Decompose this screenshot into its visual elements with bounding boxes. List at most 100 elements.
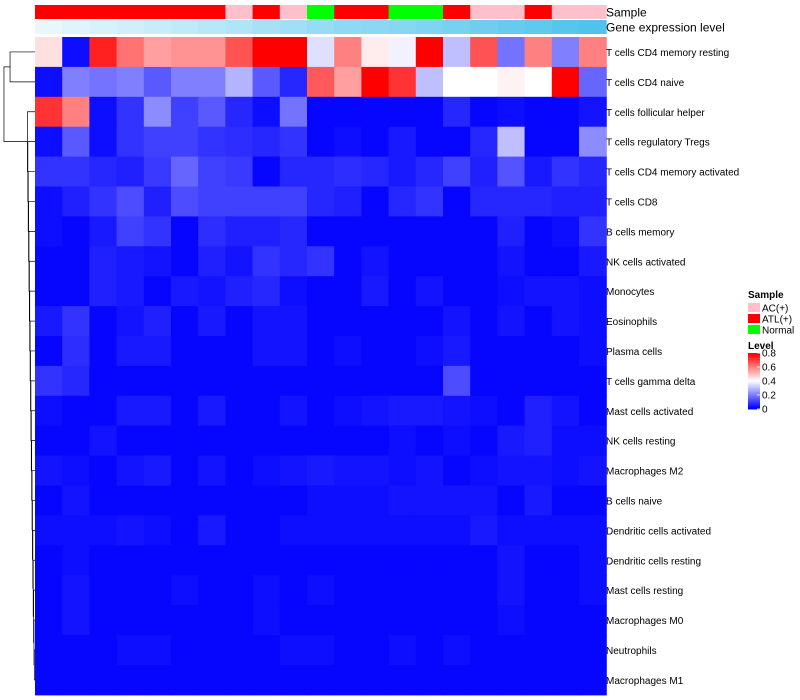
heatmap-cell-b-cells-naive-col-1 [35,485,63,516]
row-labels: T cells CD4 memory resting T cells CD4 na… [606,48,739,687]
heatmap-cell-monocytes-col-12 [334,276,362,307]
heatmap-cell-t-cells-follicular-helper-col-17 [470,96,498,128]
heatmap-cell-t-cells-cd4-naive-col-17 [470,66,498,98]
heatmap-cell-b-cells-naive-col-6 [171,485,199,516]
heatmap-cell-b-cells-memory-col-4 [116,216,145,247]
heatmap-cell-t-cells-cd4-memory-resting-col-4 [116,37,145,68]
expression-annotation-cell-11 [307,20,335,34]
heatmap-cell-dendritic-cells-activated-col-3 [89,515,118,546]
heatmap-cell-b-cells-naive-col-2 [62,485,90,516]
heatmap-cell-b-cells-memory-col-18 [497,216,526,247]
heatmap-cell-t-cells-cd4-memory-resting-col-13 [361,37,390,68]
heatmap-cell-macrophages-m1-col-8 [225,664,254,696]
legend-colorbar-segment [748,354,760,357]
heatmap-cell-eosinophils-col-9 [252,306,281,337]
heatmap-cell-t-cells-cd4-memory-resting-col-19 [524,37,553,68]
heatmap-cell-b-cells-memory-col-2 [62,216,90,247]
legend-colorbar-segment [748,365,760,368]
heatmap-cell-t-cells-cd4-memory-resting-col-2 [62,37,90,68]
heatmap-cell-dendritic-cells-resting-col-20 [551,545,580,576]
heatmap-cell-dendritic-cells-resting-col-5 [143,545,172,576]
heatmap-cell-mast-cells-resting-col-14 [388,575,417,606]
heatmap-cell-macrophages-m2-col-17 [470,455,498,487]
heatmap-cell-t-cells-regulatory-tregs-col-19 [524,126,553,158]
heatmap-cell-t-cells-cd4-naive-col-10 [279,66,308,98]
row-label-eosinophils: Eosinophils [606,317,657,328]
heatmap-cell-plasma-cells-col-17 [470,336,498,367]
heatmap-cell-monocytes-col-18 [497,276,526,307]
legend-colorbar-segment [748,385,760,388]
row-label-t-cells-cd4-memory-resting: T cells CD4 memory resting [606,48,729,59]
expression-annotation-cell-13 [361,20,390,34]
legend-colorbar-segment [748,376,760,379]
heatmap-cell-t-cells-regulatory-tregs-col-18 [497,126,526,158]
sample-annotation-cell-4 [116,5,145,19]
heatmap-cell-macrophages-m0-col-13 [361,605,390,636]
heatmap-cell-t-cells-cd4-memory-resting-col-15 [415,37,444,68]
legend-label-normal: Normal [762,326,794,337]
legend-colorbar-segment [748,395,760,397]
heatmap-cell-nk-cells-resting-col-11 [307,425,335,457]
heatmap-cell-dendritic-cells-resting-col-14 [388,545,417,576]
heatmap-cell-t-cells-cd4-memory-activated-col-5 [143,156,172,188]
heatmap-cell-t-cells-regulatory-tregs-col-9 [252,126,281,158]
heatmap-cell-dendritic-cells-activated-col-1 [35,515,63,546]
heatmap-cell-t-cells-cd8-col-20 [551,186,580,217]
heatmap-cell-nk-cells-activated-col-1 [35,246,63,277]
heatmap-cell-nk-cells-activated-col-20 [551,246,580,277]
heatmap-cell-plasma-cells-col-15 [415,336,444,367]
heatmap-cell-plasma-cells-col-20 [551,336,580,367]
heatmap-cell-eosinophils-col-2 [62,306,90,337]
heatmap-cell-t-cells-gamma-delta-col-1 [35,365,63,397]
heatmap-cell-t-cells-cd8-col-6 [171,186,199,217]
heatmap-cell-t-cells-cd4-memory-activated-col-8 [225,156,254,188]
heatmap-cell-t-cells-cd4-naive-col-7 [198,66,226,98]
heatmap-cell-mast-cells-resting-col-19 [524,575,553,606]
heatmap-cell-t-cells-follicular-helper-col-14 [388,96,417,128]
heatmap-cell-t-cells-regulatory-tregs-col-8 [225,126,254,158]
row-label-mast-cells-activated: Mast cells activated [606,407,693,418]
heatmap-cell-b-cells-naive-col-7 [198,485,226,516]
heatmap-cell-mast-cells-activated-col-16 [443,395,471,427]
heatmap-cell-b-cells-naive-col-21 [579,485,607,516]
sample-annotation-cell-13 [361,5,390,19]
heatmap-cell-dendritic-cells-resting-col-13 [361,545,390,576]
heatmap-cell-t-cells-regulatory-tregs-col-16 [443,126,471,158]
heatmap-cell-t-cells-cd4-naive-col-12 [334,66,362,98]
heatmap-cell-monocytes-col-11 [307,276,335,307]
heatmap-cell-dendritic-cells-resting-col-16 [443,545,471,576]
heatmap-cell-t-cells-cd8-col-4 [116,186,145,217]
legend-colorbar-segment [748,386,760,389]
heatmap-cell-t-cells-cd4-naive-col-2 [62,66,90,98]
heatmap-cell-macrophages-m0-col-15 [415,605,444,636]
heatmap-cell-macrophages-m0-col-10 [279,605,308,636]
heatmap-cell-dendritic-cells-resting-col-12 [334,545,362,576]
heatmap-cell-dendritic-cells-activated-col-18 [497,515,526,546]
expression-annotation-cell-4 [116,20,145,34]
heatmap-cell-mast-cells-activated-col-15 [415,395,444,427]
heatmap-cell-plasma-cells-col-7 [198,336,226,367]
legend-tick-label-0-2: 0.2 [762,391,776,402]
heatmap-cell-t-cells-cd4-memory-resting-col-1 [35,37,63,68]
heatmap-cell-dendritic-cells-activated-col-8 [225,515,254,546]
sample-annotation-cell-9 [252,5,281,19]
heatmap-cell-neutrophils-col-7 [198,635,226,666]
heatmap-cell-macrophages-m0-col-16 [443,605,471,636]
row-dendrogram [3,51,35,681]
heatmap-cell-monocytes-col-8 [225,276,254,307]
heatmap-cell-mast-cells-resting-col-7 [198,575,226,606]
heatmap-cell-nk-cells-activated-col-17 [470,246,498,277]
heatmap-cell-nk-cells-resting-col-14 [388,425,417,457]
heatmap-cell-dendritic-cells-activated-col-13 [361,515,390,546]
heatmap-cell-plasma-cells-col-13 [361,336,390,367]
legend-colorbar-segment [748,406,760,409]
heatmap-cell-mast-cells-resting-col-5 [143,575,172,606]
heatmap-cell-b-cells-naive-col-19 [524,485,553,516]
heatmap-cell-dendritic-cells-activated-col-10 [279,515,308,546]
sample-annotation-cell-6 [171,5,199,19]
heatmap-cell-nk-cells-resting-col-6 [171,425,199,457]
heatmap-cell-t-cells-cd4-naive-col-9 [252,66,281,98]
legend-tick-label-0: 0 [762,405,768,416]
